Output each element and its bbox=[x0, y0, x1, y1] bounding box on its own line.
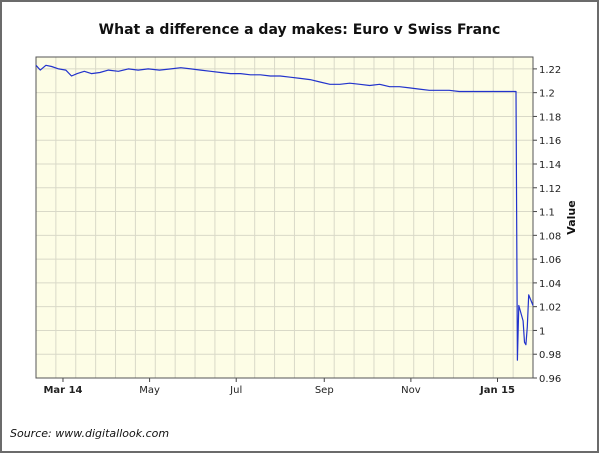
plot-border bbox=[35, 56, 534, 379]
x-tick-label: Jan 15 bbox=[479, 385, 515, 396]
y-tick-label: 0.98 bbox=[539, 350, 561, 361]
y-tick-label: 1.04 bbox=[539, 279, 561, 290]
y-tick-label: 1.08 bbox=[539, 231, 561, 242]
x-tick-label: Jul bbox=[229, 385, 242, 396]
y-tick-label: 1.02 bbox=[539, 303, 561, 314]
y-tick-label: 0.96 bbox=[539, 374, 561, 385]
y-tick-label: 1.16 bbox=[539, 136, 561, 147]
plot-area bbox=[36, 57, 533, 378]
chart-title: What a difference a day makes: Euro v Sw… bbox=[98, 22, 501, 38]
y-tick-label: 1.14 bbox=[539, 160, 561, 171]
y-axis-label: Value bbox=[565, 200, 578, 234]
y-tick-label: 1.2 bbox=[539, 89, 555, 100]
y-tick-label: 1.1 bbox=[539, 208, 555, 219]
y-tick-label: 1.18 bbox=[539, 112, 561, 123]
x-tick-label: Mar 14 bbox=[43, 385, 82, 396]
source-note: Source: www.digitallook.com bbox=[10, 427, 170, 440]
x-tick-label: Nov bbox=[401, 385, 421, 396]
y-tick-label: 1 bbox=[539, 326, 545, 337]
y-tick-label: 1.06 bbox=[539, 255, 561, 266]
x-tick-label: May bbox=[139, 385, 160, 396]
y-tick-label: 1.12 bbox=[539, 184, 561, 195]
y-tick-label: 1.22 bbox=[539, 65, 561, 76]
series-line bbox=[35, 64, 534, 361]
x-tick-label: Sep bbox=[315, 385, 334, 396]
